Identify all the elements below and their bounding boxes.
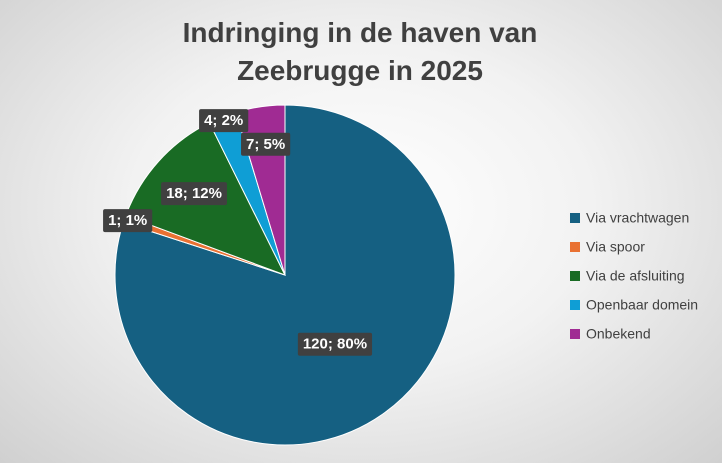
data-label-box: [161, 182, 227, 206]
legend-label: Via spoor: [586, 239, 645, 255]
data-label-box: [241, 132, 291, 156]
legend-swatch: [570, 242, 580, 252]
data-label: 7; 5%: [246, 136, 285, 153]
legend-swatch: [570, 300, 580, 310]
legend-swatch: [570, 271, 580, 281]
legend-swatch: [570, 329, 580, 339]
legend-label: Onbekend: [586, 326, 651, 342]
pie-slice: [114, 104, 456, 446]
data-label: 18; 12%: [166, 185, 222, 202]
data-label-box: [103, 209, 153, 233]
data-label-box: [297, 332, 373, 356]
legend-swatch: [570, 213, 580, 223]
data-label: 4; 2%: [204, 112, 243, 129]
data-label: 120; 80%: [303, 336, 367, 353]
chart-title: Indringing in de haven van Zeebrugge in …: [182, 17, 538, 86]
data-label-box: [199, 109, 249, 133]
legend-label: Via vrachtwagen: [586, 210, 689, 226]
legend-label: Openbaar domein: [586, 297, 698, 313]
legend-label: Via de afsluiting: [586, 268, 685, 284]
data-label: 1; 1%: [108, 212, 147, 229]
